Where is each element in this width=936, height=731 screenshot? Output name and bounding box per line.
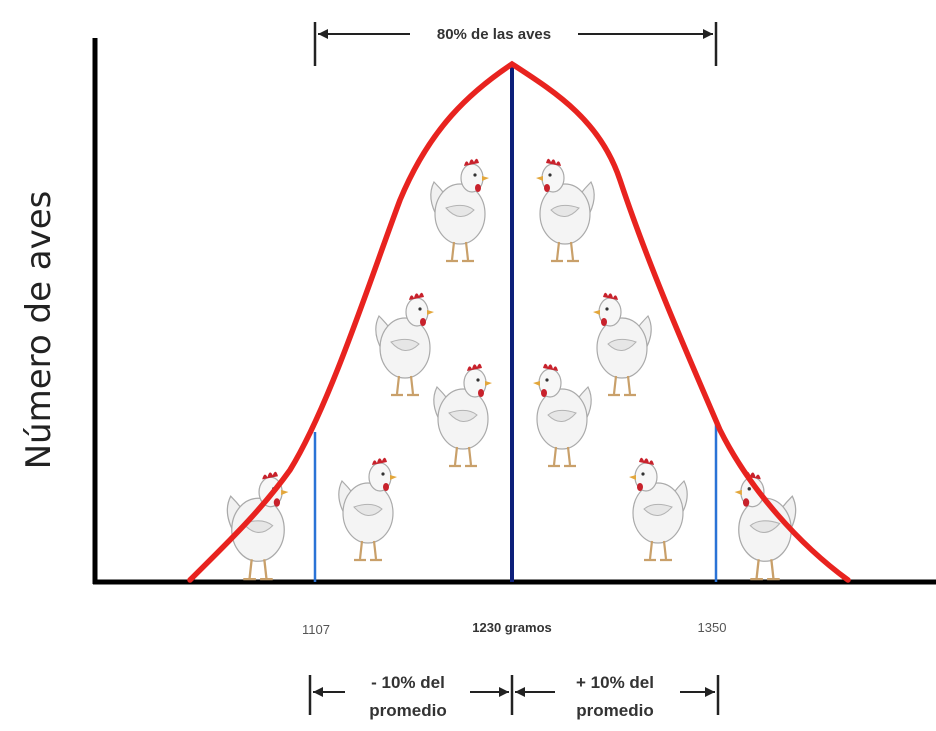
chicken-icon <box>374 291 436 397</box>
top-bracket <box>313 22 718 66</box>
bottom-brackets <box>308 675 720 715</box>
chicken-icon <box>534 157 596 263</box>
chicken-icon <box>591 291 653 397</box>
chicken-icon <box>627 456 689 562</box>
top-bracket-label: 80% de las aves <box>437 26 551 43</box>
lower-bracket-label-line2: promedio <box>369 701 446 720</box>
x-tick-mean: 1230 gramos <box>472 620 552 635</box>
lower-bracket-label-line1: - 10% del <box>371 673 445 692</box>
upper-bracket-label-line2: promedio <box>576 701 653 720</box>
distribution-curve <box>187 60 851 583</box>
chicken-icon <box>531 362 593 468</box>
upper-bracket-label-line1: + 10% del <box>576 673 654 692</box>
x-tick-upper: 1350 <box>698 620 727 635</box>
y-axis-label: Número de aves <box>19 191 59 470</box>
chicken-icon <box>429 157 491 263</box>
chicken-icon <box>432 362 494 468</box>
chicken-icon <box>337 456 399 562</box>
x-tick-lower: 1107 <box>302 622 330 637</box>
